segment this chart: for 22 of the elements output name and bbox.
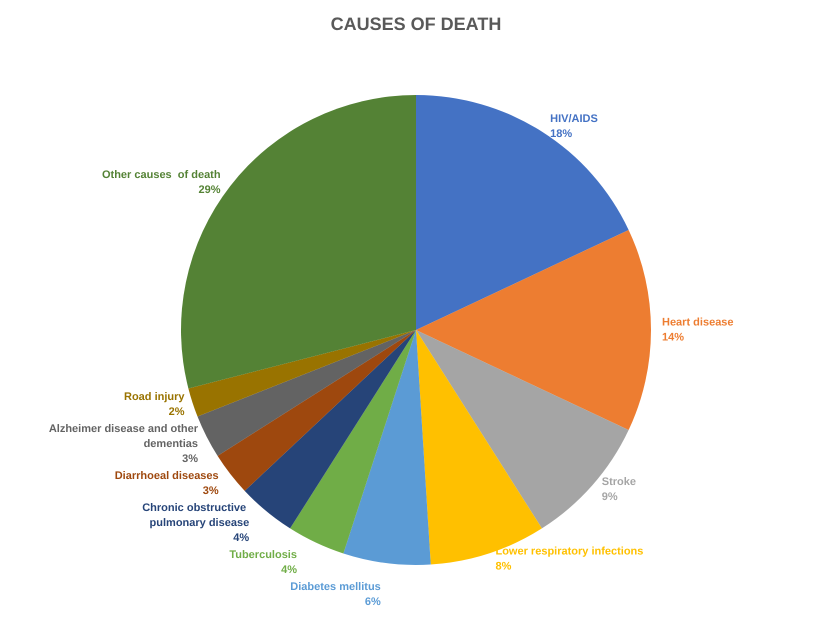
slice-label: Stroke bbox=[602, 476, 636, 488]
data-label: 3% bbox=[202, 484, 219, 497]
slice-label: Alzheimer disease and other dementias bbox=[48, 422, 199, 450]
chart-title: CAUSES OF DEATH bbox=[330, 14, 502, 34]
data-label: 18% bbox=[550, 128, 572, 140]
data-label: 14% bbox=[662, 332, 684, 344]
data-label: 9% bbox=[602, 490, 618, 503]
slice-label: Diabetes mellitus bbox=[290, 580, 381, 593]
slice-label: HIV/AIDS bbox=[550, 113, 598, 126]
slice-label: Chronic obstructive pulmonary disease bbox=[142, 502, 250, 529]
data-label: 3% bbox=[182, 452, 198, 465]
slice-label: Tuberculosis bbox=[229, 548, 297, 561]
data-label: 8% bbox=[495, 560, 512, 573]
slice-label: Diarrhoeal diseases bbox=[114, 470, 219, 482]
slice-label: Heart disease bbox=[662, 316, 734, 328]
data-label: 6% bbox=[364, 596, 382, 608]
slice-label: Road injury bbox=[124, 390, 186, 403]
data-label: 4% bbox=[281, 564, 298, 576]
slice-label: Other causes of death bbox=[102, 168, 221, 181]
data-label: 4% bbox=[233, 532, 250, 544]
data-label: 29% bbox=[198, 184, 221, 196]
data-label: 2% bbox=[168, 406, 185, 418]
